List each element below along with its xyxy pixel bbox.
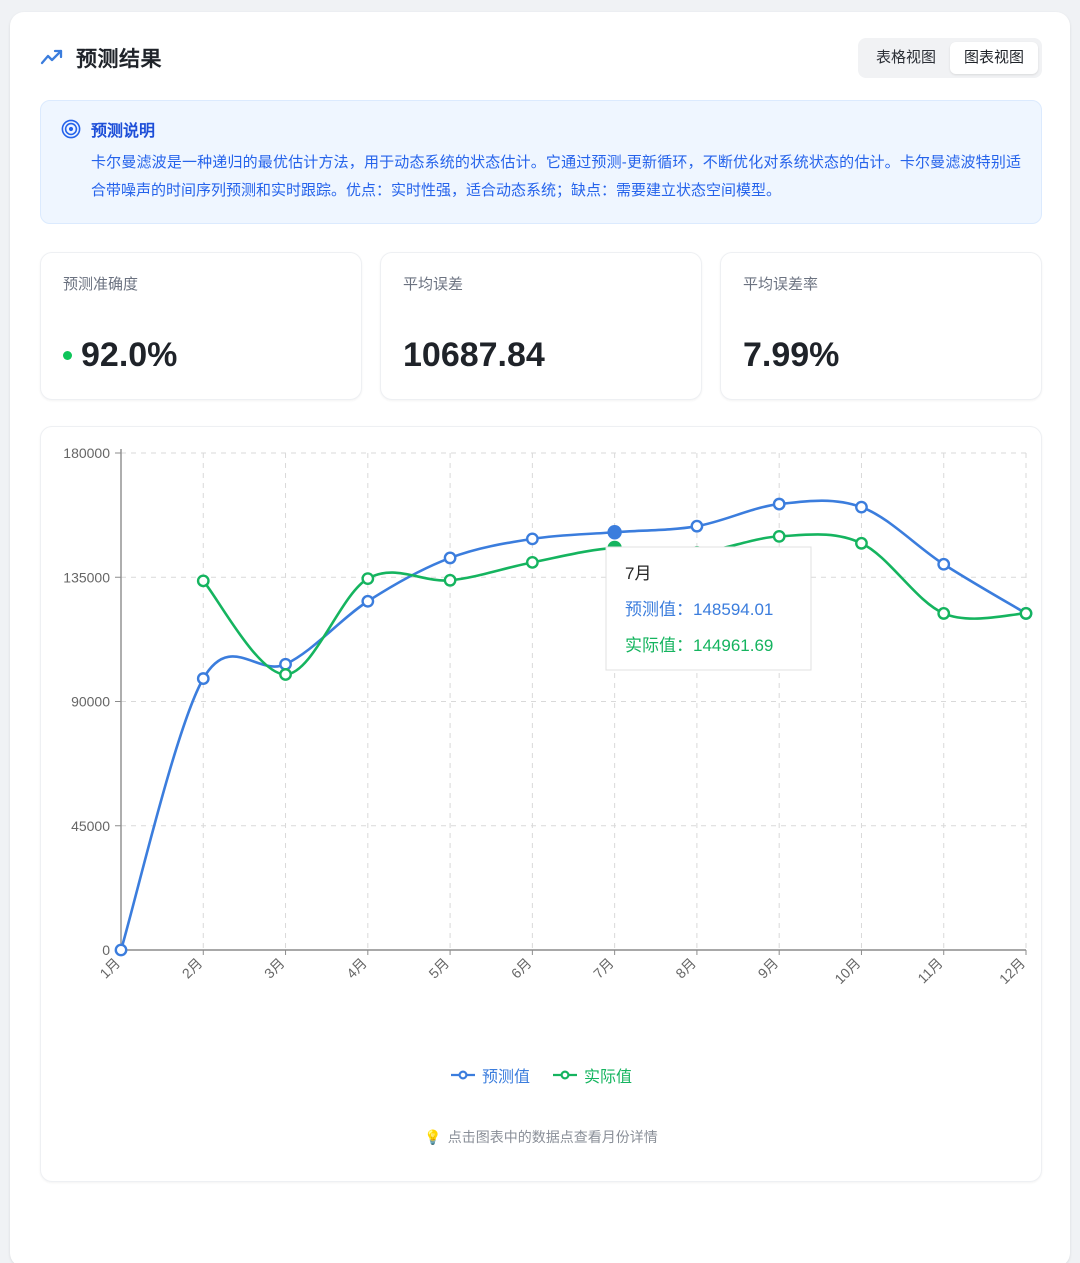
legend-label: 实际值 <box>584 1068 633 1086</box>
metric-card-mean-error: 平均误差 10687.84 <box>380 251 702 400</box>
metric-value-wrap: 92.0% <box>63 336 339 375</box>
metric-value: 92.0% <box>81 335 178 374</box>
svg-text:1月: 1月 <box>96 954 123 981</box>
forecast-chart-panel[interactable]: 0 45000 90000 135000 180000 1月 2月 3月 4月 5月 6月 7月 8月 9… <box>40 425 1042 1182</box>
svg-text:6月: 6月 <box>508 954 535 981</box>
svg-text:9月: 9月 <box>755 954 782 981</box>
svg-text:5月: 5月 <box>425 954 452 981</box>
legend-marker-line-icon <box>553 1069 577 1080</box>
svg-text:135000: 135000 <box>63 569 110 585</box>
title-group: 预测结果 <box>40 43 162 73</box>
chart-legend[interactable]: 预测值 实际值 <box>41 1063 1041 1087</box>
chart-hint-text: 点击图表中的数据点查看月份详情 <box>447 1128 658 1145</box>
light-bulb-icon: 💡 <box>424 1128 442 1145</box>
explanation-text: 卡尔曼滤波是一种递归的最优估计方法，用于动态系统的状态估计。它通过预测-更新循环… <box>91 154 1021 199</box>
prediction-result-card: 预测结果 表格视图 图表视图 预测说明 卡尔曼滤波是一种递归的最优估计方法，用于… <box>10 12 1070 1263</box>
legend-item-predicted[interactable]: 预测值 <box>450 1063 530 1087</box>
svg-text:8月: 8月 <box>672 954 699 981</box>
tab-table-view[interactable]: 表格视图 <box>862 42 950 74</box>
metric-label: 平均误差 <box>403 275 464 293</box>
svg-text:7月: 7月 <box>625 564 651 583</box>
svg-text:90000: 90000 <box>71 693 110 709</box>
metric-value: 10687.84 <box>403 335 545 374</box>
prediction-explanation-panel: 预测说明 卡尔曼滤波是一种递归的最优估计方法，用于动态系统的状态估计。它通过预测… <box>40 100 1042 224</box>
page-title: 预测结果 <box>76 48 162 71</box>
svg-text:11月: 11月 <box>914 954 945 985</box>
svg-text:12月: 12月 <box>996 954 1028 986</box>
tab-chart-view[interactable]: 图表视图 <box>949 42 1038 74</box>
metric-card-mean-error-rate: 平均误差率 7.99% <box>720 251 1042 400</box>
target-icon <box>61 119 81 139</box>
trending-up-icon <box>40 49 63 65</box>
status-dot <box>63 350 72 360</box>
svg-text:预测值：148594.01: 预测值：148594.01 <box>625 600 773 619</box>
svg-text:实际值：144961.69: 实际值：144961.69 <box>625 636 773 655</box>
metric-label: 平均误差率 <box>743 275 819 293</box>
svg-text:3月: 3月 <box>261 954 288 981</box>
forecast-line-chart[interactable]: 0 45000 90000 135000 180000 1月 2月 3月 4月 5月 6月 7月 8月 9… <box>41 427 1041 1067</box>
metric-value: 7.99% <box>743 335 840 374</box>
card-header: 预测结果 表格视图 图表视图 <box>10 12 1070 100</box>
legend-marker-line-icon <box>450 1069 475 1080</box>
svg-text:4月: 4月 <box>343 954 370 981</box>
chart-hint: 💡 点击图表中的数据点查看月份详情 <box>41 1127 1041 1147</box>
metrics-row: 预测准确度 92.0% 平均误差 10687.84 平均误差率 7.99% <box>40 251 1042 400</box>
view-toggle-group[interactable]: 表格视图 图表视图 <box>857 38 1042 78</box>
explanation-title: 预测说明 <box>91 123 156 140</box>
svg-text:2月: 2月 <box>179 954 206 981</box>
metric-card-accuracy: 预测准确度 92.0% <box>40 251 362 400</box>
svg-text:7月: 7月 <box>590 954 617 981</box>
explanation-header: 预测说明 <box>61 117 1021 141</box>
svg-text:10月: 10月 <box>831 954 863 986</box>
svg-text:45000: 45000 <box>71 817 110 833</box>
legend-label: 预测值 <box>481 1068 530 1086</box>
svg-text:180000: 180000 <box>63 445 110 461</box>
svg-text:0: 0 <box>102 942 110 958</box>
metric-label: 预测准确度 <box>63 275 139 293</box>
legend-item-actual[interactable]: 实际值 <box>552 1063 632 1087</box>
